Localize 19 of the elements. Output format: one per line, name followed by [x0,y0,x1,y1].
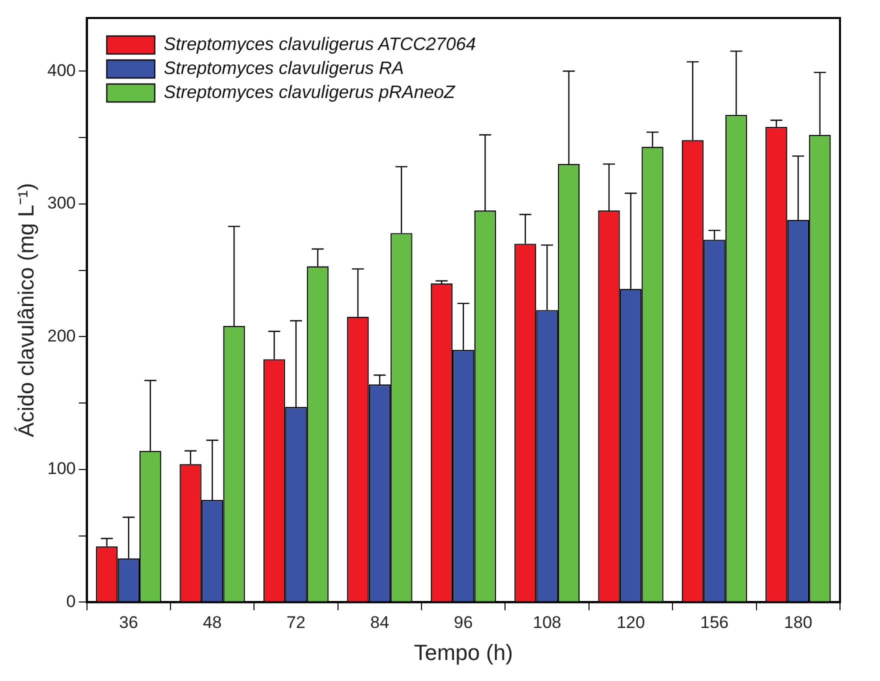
y-tick-label: 0 [66,592,76,611]
y-tick-label: 200 [47,326,76,346]
x-tick-label: 120 [616,613,645,632]
legend-label: Streptomyces clavuligerus RA [164,58,404,78]
x-tick-label: 48 [202,613,222,632]
x-tick-label: 36 [119,613,138,632]
y-tick-label: 100 [47,459,76,478]
y-axis-title: Ácido clavulânico (mg L⁻¹) [13,183,38,438]
x-tick-label: 180 [784,613,812,632]
y-tick-label: 400 [47,60,76,80]
x-tick-label: 108 [532,613,562,632]
x-tick-label: 156 [700,613,729,632]
x-tick-label: 96 [454,613,473,632]
y-tick-label: 300 [47,194,76,213]
x-tick-label: 84 [370,613,390,632]
legend-label: Streptomyces clavuligerus pRAneoZ [164,82,456,102]
legend-label: Streptomyces clavuligerus ATCC27064 [164,34,476,54]
x-tick-label: 72 [286,613,306,632]
x-axis-title: Tempo (h) [414,640,513,665]
